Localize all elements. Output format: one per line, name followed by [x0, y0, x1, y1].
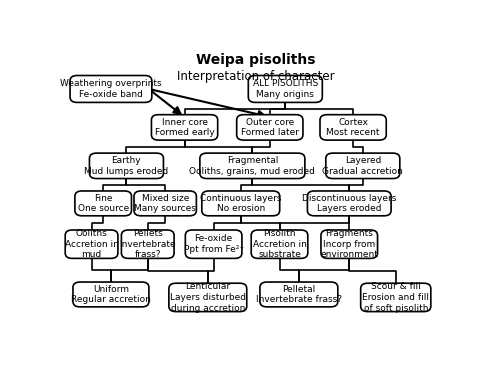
- FancyBboxPatch shape: [202, 191, 280, 216]
- FancyBboxPatch shape: [75, 191, 132, 216]
- Text: Inner core
Formed early: Inner core Formed early: [154, 118, 214, 137]
- FancyBboxPatch shape: [321, 230, 378, 258]
- FancyBboxPatch shape: [251, 230, 308, 258]
- Text: Pelletal
Invertebrate frass?: Pelletal Invertebrate frass?: [256, 285, 342, 305]
- FancyBboxPatch shape: [186, 230, 242, 258]
- Text: Fine
One source: Fine One source: [78, 194, 129, 213]
- Text: Fragments
Incorp from
environment: Fragments Incorp from environment: [320, 229, 378, 260]
- Text: Mixed size
Many sources: Mixed size Many sources: [134, 194, 196, 213]
- FancyBboxPatch shape: [236, 115, 303, 140]
- FancyBboxPatch shape: [134, 191, 196, 216]
- FancyBboxPatch shape: [360, 283, 431, 311]
- Text: Fe-oxide
Ppt from Fe²⁺: Fe-oxide Ppt from Fe²⁺: [184, 234, 244, 254]
- FancyBboxPatch shape: [70, 76, 152, 103]
- Text: Pellets
Invertebrate
frass?: Pellets Invertebrate frass?: [120, 229, 176, 260]
- FancyBboxPatch shape: [169, 283, 247, 311]
- Text: Fragmental
Ooliths, grains, mud eroded: Fragmental Ooliths, grains, mud eroded: [190, 156, 316, 176]
- Text: Weathering overprints
Fe-oxide band: Weathering overprints Fe-oxide band: [60, 79, 162, 99]
- FancyBboxPatch shape: [308, 191, 391, 216]
- FancyBboxPatch shape: [260, 282, 338, 307]
- Text: Weipa pisoliths: Weipa pisoliths: [196, 53, 316, 68]
- Text: Earthy
Mud lumps eroded: Earthy Mud lumps eroded: [84, 156, 168, 176]
- Text: Outer core
Formed later: Outer core Formed later: [241, 118, 299, 137]
- Text: Ooliths
Accretion in
mud: Ooliths Accretion in mud: [64, 229, 118, 260]
- Text: Uniform
Regular accretion: Uniform Regular accretion: [71, 285, 151, 305]
- FancyBboxPatch shape: [122, 230, 174, 258]
- FancyBboxPatch shape: [248, 76, 322, 103]
- Text: Interpretation of character: Interpretation of character: [178, 70, 335, 83]
- FancyBboxPatch shape: [320, 115, 386, 140]
- Text: Pisolith
Accretion in
substrate: Pisolith Accretion in substrate: [252, 229, 306, 260]
- FancyBboxPatch shape: [152, 115, 218, 140]
- FancyBboxPatch shape: [73, 282, 149, 307]
- Text: Layered
Gradual accretion: Layered Gradual accretion: [322, 156, 403, 176]
- FancyBboxPatch shape: [90, 153, 164, 179]
- FancyBboxPatch shape: [200, 153, 305, 179]
- Text: Cortex
Most recent: Cortex Most recent: [326, 118, 380, 137]
- Text: Scour & fill
Erosion and fill
of soft pisolith: Scour & fill Erosion and fill of soft pi…: [362, 282, 429, 313]
- Text: Lenticular
Layers disturbed
during accretion: Lenticular Layers disturbed during accre…: [170, 282, 246, 313]
- Text: Continuous layers
No erosion: Continuous layers No erosion: [200, 194, 281, 213]
- Text: ALL PISOLITHS
Many origins: ALL PISOLITHS Many origins: [252, 79, 318, 99]
- Text: Discontinuous layers
Layers eroded: Discontinuous layers Layers eroded: [302, 194, 396, 213]
- FancyBboxPatch shape: [65, 230, 118, 258]
- FancyBboxPatch shape: [326, 153, 400, 179]
